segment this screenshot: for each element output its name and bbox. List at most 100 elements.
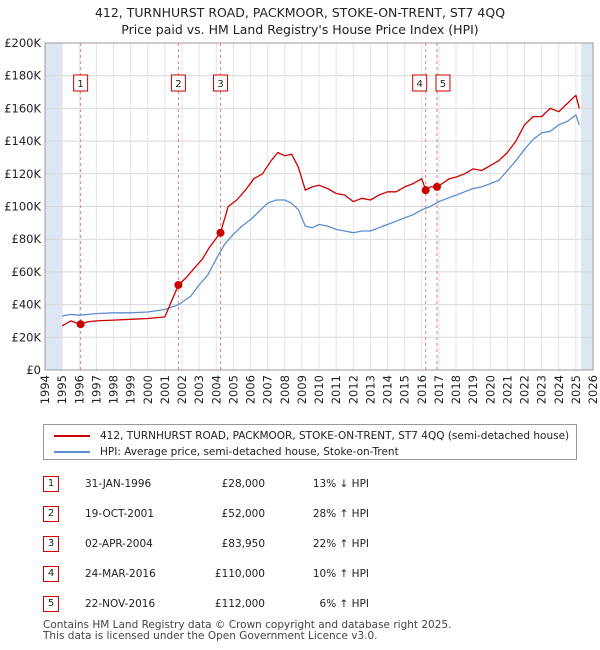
sale-date: 02-APR-2004 — [85, 538, 153, 550]
title-line-1: 412, TURNHURST ROAD, PACKMOOR, STOKE-ON-… — [94, 5, 506, 20]
sale-point — [216, 228, 225, 237]
table-row: 5 22-NOV-2016 £112,000 6% ↑ HPI — [43, 595, 403, 615]
x-tick-label: 2016 — [415, 375, 429, 404]
sale-hpi-diff: 6% ↑ HPI — [319, 598, 369, 610]
x-tick-label: 2011 — [329, 375, 343, 404]
x-tick-label: 2022 — [518, 375, 532, 404]
sale-point — [432, 182, 441, 191]
sale-number-badge: 4 — [43, 566, 59, 582]
sale-date: 22-NOV-2016 — [85, 598, 156, 610]
table-row: 2 19-OCT-2001 £52,000 28% ↑ HPI — [43, 505, 403, 525]
sale-hpi-diff: 10% ↑ HPI — [312, 568, 369, 580]
price-chart: £0 £20K £40K £60K £80K £100K £120K £140K £160K £1… — [4, 36, 600, 404]
property-line-swatch — [54, 434, 90, 437]
x-tick-label: 1999 — [124, 375, 138, 404]
chart-title: 412, TURNHURST ROAD, PACKMOOR, STOKE-ON-… — [0, 4, 600, 38]
x-tick-label: 2018 — [449, 375, 463, 404]
x-tick-label: 2013 — [363, 375, 377, 404]
property-price-line — [61, 94, 580, 327]
sale-number-badge: 3 — [43, 536, 59, 552]
x-tick-label: 1998 — [107, 375, 121, 404]
sale-date: 31-JAN-1996 — [85, 478, 152, 490]
sale-hpi-diff: 28% ↑ HPI — [312, 508, 369, 520]
sale-price: £28,000 — [221, 478, 265, 490]
sale-marker-box — [73, 74, 89, 92]
y-tick-label: £140K — [4, 134, 41, 148]
legend-item-hpi: HPI: Average price, semi-detached house,… — [54, 444, 399, 459]
sale-marker-label: 4 — [417, 79, 423, 90]
x-tick-label: 2003 — [192, 375, 206, 404]
y-tick-label: £120K — [4, 167, 41, 181]
x-tick-label: 1994 — [38, 375, 52, 404]
table-row: 1 31-JAN-1996 £28,000 13% ↓ HPI — [43, 475, 403, 495]
x-tick-label: 2002 — [175, 375, 189, 404]
copyright-text: Contains HM Land Registry data © Crown c… — [43, 619, 452, 631]
licence-text: This data is licensed under the Open Gov… — [43, 630, 378, 642]
y-tick-label: £100K — [4, 200, 41, 214]
y-tick-label: £20K — [12, 330, 42, 344]
plot-frame — [44, 42, 594, 371]
x-tick-label: 2007 — [261, 375, 275, 404]
sale-hpi-diff: 22% ↑ HPI — [312, 538, 369, 550]
x-tick-label: 2010 — [312, 375, 326, 404]
sale-marker-label: 3 — [217, 79, 223, 90]
table-row: 4 24-MAR-2016 £110,000 10% ↑ HPI — [43, 565, 403, 585]
sale-price: £52,000 — [221, 508, 265, 520]
legend-hpi-label: HPI: Average price, semi-detached house,… — [100, 445, 399, 458]
x-tick-label: 2005 — [226, 375, 240, 404]
x-tick-label: 2019 — [466, 375, 480, 404]
sale-point — [76, 320, 85, 329]
sale-price: £110,000 — [214, 568, 265, 580]
sale-price: £112,000 — [214, 598, 265, 610]
y-tick-label: £80K — [12, 232, 42, 246]
sale-date: 19-OCT-2001 — [85, 508, 154, 520]
sale-marker-box — [412, 74, 428, 92]
x-tick-label: 2026 — [586, 375, 600, 404]
x-tick-label: 2017 — [432, 375, 446, 404]
x-tick-label: 2012 — [346, 375, 360, 404]
sale-marker-box — [435, 74, 451, 92]
y-tick-label: £160K — [4, 101, 41, 115]
sale-date: 24-MAR-2016 — [85, 568, 156, 580]
x-tick-label: 2006 — [244, 375, 258, 404]
sale-price: £83,950 — [221, 538, 265, 550]
title-line-2: Price paid vs. HM Land Registry's House … — [121, 22, 479, 37]
y-tick-label: £40K — [12, 298, 42, 312]
x-tick-label: 2023 — [535, 375, 549, 404]
y-tick-label: £0 — [26, 363, 41, 377]
y-tick-label: £60K — [12, 265, 42, 279]
legend-property-label: 412, TURNHURST ROAD, PACKMOOR, STOKE-ON-… — [100, 429, 570, 442]
sale-marker-label: 2 — [175, 79, 181, 90]
sale-marker-label: 1 — [77, 79, 83, 90]
sale-hpi-diff: 13% ↓ HPI — [312, 478, 369, 490]
sale-number-badge: 2 — [43, 506, 59, 522]
x-tick-label: 2015 — [398, 375, 412, 404]
x-tick-label: 2020 — [483, 375, 497, 404]
sale-number-badge: 5 — [43, 596, 59, 612]
x-tick-label: 1996 — [72, 375, 86, 404]
x-tick-label: 2000 — [141, 375, 155, 404]
sale-marker-box — [213, 74, 229, 92]
legend: 412, TURNHURST ROAD, PACKMOOR, STOKE-ON-… — [43, 424, 577, 460]
y-tick-label: £200K — [4, 36, 41, 50]
x-tick-label: 1995 — [55, 375, 69, 404]
x-tick-label: 2024 — [552, 375, 566, 404]
footer: Contains HM Land Registry data © Crown c… — [43, 620, 451, 642]
x-tick-label: 1997 — [89, 375, 103, 404]
sale-point — [174, 280, 183, 289]
table-row: 3 02-APR-2004 £83,950 22% ↑ HPI — [43, 535, 403, 555]
x-tick-label: 2004 — [209, 375, 223, 404]
sale-number-badge: 1 — [43, 476, 59, 492]
x-tick-label: 2008 — [278, 375, 292, 404]
legend-item-property: 412, TURNHURST ROAD, PACKMOOR, STOKE-ON-… — [54, 428, 569, 443]
x-tick-label: 2001 — [158, 375, 172, 404]
sale-marker-label: 5 — [440, 79, 446, 90]
x-tick-label: 2009 — [295, 375, 309, 404]
x-tick-label: 2014 — [381, 375, 395, 404]
hpi-line — [61, 114, 580, 317]
sale-marker-box — [170, 74, 186, 92]
x-tick-label: 2021 — [500, 375, 514, 404]
y-tick-label: £180K — [4, 69, 41, 83]
x-tick-label: 2025 — [569, 375, 583, 404]
sale-point — [421, 186, 430, 195]
